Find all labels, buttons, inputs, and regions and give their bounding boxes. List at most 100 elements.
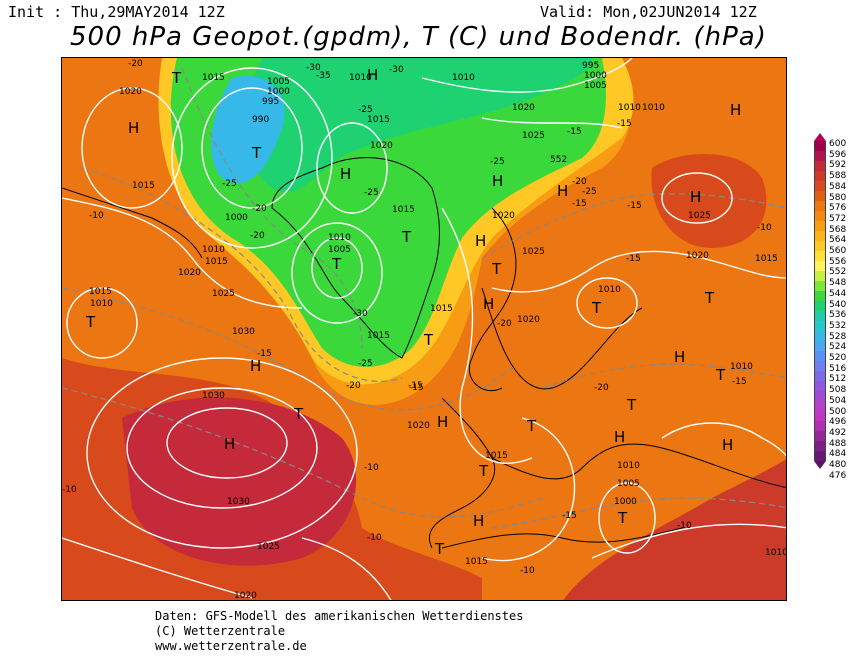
temperature-label: -20 (252, 204, 267, 214)
colorbar-label: 508 (829, 385, 847, 396)
temperature-label: -10 (364, 463, 379, 473)
high-center: H (340, 165, 351, 183)
valid-time: Valid: Mon,02JUN2014 12Z (540, 3, 757, 21)
temperature-label: -15 (409, 383, 424, 393)
temperature-label: -20 (128, 59, 143, 69)
pressure-label: 1015 (89, 287, 112, 297)
colorbar-label: 480 (829, 460, 847, 471)
colorbar-label: 540 (829, 299, 847, 310)
colorbar-cell (814, 321, 826, 331)
colorbar-cell (814, 341, 826, 351)
colorbar-cell (814, 301, 826, 311)
colorbar-cell (814, 311, 826, 321)
pressure-label: 1025 (522, 131, 545, 141)
pressure-label: 1015 (367, 331, 390, 341)
temperature-label: -15 (572, 199, 587, 209)
temperature-label: -10 (62, 485, 77, 495)
low-center: T (626, 396, 637, 414)
colorbar-label: 580 (829, 192, 847, 203)
pressure-label: 1010 (730, 362, 753, 372)
colorbar-label: 520 (829, 353, 847, 364)
chart-title: 500 hPa Geopot.(gpdm), T (C) und Bodendr… (70, 22, 767, 52)
colorbar-labels: 600 596 592 588 584 580 576 572 568 564 560 556 552 5… (829, 139, 846, 482)
high-center: H (483, 295, 494, 313)
footer-url[interactable]: www.wetterzentrale.de (155, 639, 307, 653)
colorbar-cell (814, 351, 826, 361)
high-center: H (614, 428, 625, 446)
temperature-label: -30 (389, 65, 404, 75)
colorbar-cell (814, 151, 826, 161)
pressure-label: 1020 (119, 87, 142, 97)
high-center: H (224, 435, 235, 453)
colorbar-cell (814, 141, 826, 151)
high-center: H (690, 188, 701, 206)
pressure-label: 1010 (618, 103, 641, 113)
colorbar-cell (814, 421, 826, 431)
colorbar-label: 568 (829, 224, 847, 235)
pressure-label: 1015 (755, 254, 778, 264)
high-center: H (730, 101, 741, 119)
temperature-label: -20 (572, 177, 587, 187)
pressure-label: 995 (582, 61, 599, 71)
colorbar-cell (814, 271, 826, 281)
pressure-label: 1025 (688, 211, 711, 221)
pressure-label: 1010 (90, 299, 113, 309)
colorbar-label: 584 (829, 181, 847, 192)
pressure-label: 1030 (227, 497, 250, 507)
colorbar-cell (814, 331, 826, 341)
weather-map: 1015 1005 1000 995 1010 995 1000 1005 10… (61, 57, 787, 601)
temperature-label: -20 (346, 381, 361, 391)
colorbar-label: 500 (829, 406, 847, 417)
colorbar-label: 544 (829, 288, 847, 299)
temperature-label: -10 (520, 566, 535, 576)
init-time: Init : Thu,29MAY2014 12Z (8, 3, 225, 21)
low-center: T (478, 462, 489, 480)
colorbar-cell (814, 211, 826, 221)
colorbar-cell (814, 201, 826, 211)
isobars (62, 58, 786, 600)
pressure-label: 1010 (765, 548, 787, 558)
colorbar-cell (814, 221, 826, 231)
pressure-label: 1005 (328, 245, 351, 255)
pressure-label: 1000 (584, 71, 607, 81)
temperature-label: -15 (732, 377, 747, 387)
pressure-label: 1020 (512, 103, 535, 113)
low-center: T (293, 405, 304, 423)
temperature-label: -25 (358, 105, 373, 115)
low-center: T (85, 313, 96, 331)
pressure-label: 1020 (517, 315, 540, 325)
pressure-label: 1025 (522, 247, 545, 257)
temperature-label: -30 (306, 63, 321, 73)
colorbar-cell (814, 171, 826, 181)
pressure-label: 1020 (234, 591, 257, 601)
colorbar-cell (814, 411, 826, 421)
pressure-label: 995 (262, 97, 279, 107)
temperature-label: -15 (617, 119, 632, 129)
colorbar-label: 476 (829, 470, 847, 481)
colorbar-cell (814, 381, 826, 391)
pressure-label: 1025 (257, 542, 280, 552)
field-blue-core (211, 76, 285, 184)
high-center: H (674, 348, 685, 366)
temperature-label: -20 (250, 231, 265, 241)
high-center: H (250, 357, 261, 375)
field-darkred-azores (122, 397, 357, 566)
high-center: H (722, 436, 733, 454)
colorbar-label: 572 (829, 213, 847, 224)
colorbar-cell (814, 251, 826, 261)
temperature-label: -15 (627, 201, 642, 211)
temperature-labels: -30 -20 -35 -30 -25 -25 -20 -25 -30 -20 … (62, 59, 772, 576)
colorbar-cell (814, 191, 826, 201)
colorbar-cell (814, 401, 826, 411)
pressure-label: 1005 (584, 81, 607, 91)
low-center: T (171, 69, 182, 87)
colorbar-label: 560 (829, 246, 847, 257)
high-center: H (557, 182, 568, 200)
pressure-label: 1020 (370, 141, 393, 151)
colorbar-label: 588 (829, 171, 847, 182)
colorbar-label: 516 (829, 363, 847, 374)
low-center: T (715, 366, 726, 384)
colorbar-cell (814, 451, 826, 461)
colorbar-cell (814, 361, 826, 371)
colorbar-label: 492 (829, 427, 847, 438)
